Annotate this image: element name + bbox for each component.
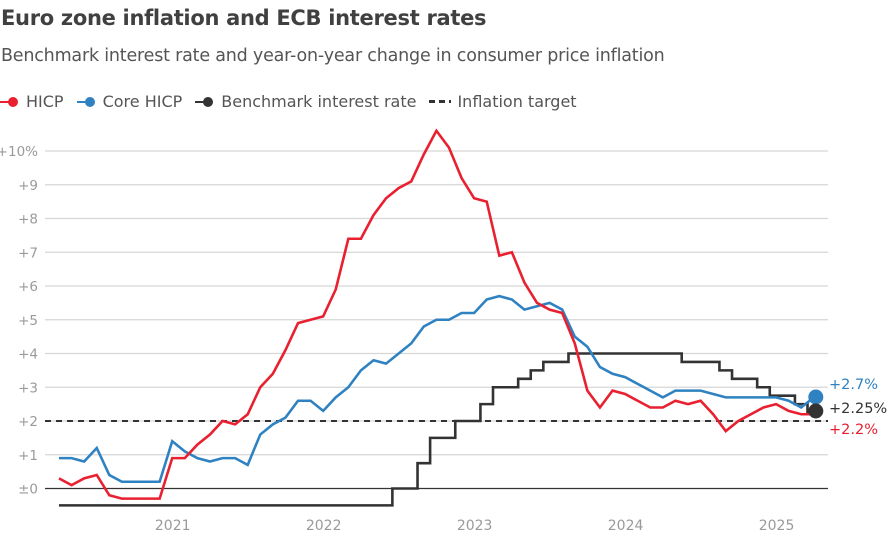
end-label-benchmark-interest-rate: +2.25% [829,401,887,417]
legend-swatch-core-hicp-icon [76,96,97,108]
y-tick-label: ±0 [18,482,38,498]
end-label-hicp: +2.2% [829,422,878,438]
chart-title: Euro zone inflation and ECB interest rat… [1,6,487,30]
end-label-core-hicp: +2.7% [829,377,878,393]
y-tick-label: +2 [18,414,38,430]
y-axis-labels: ±0 +1 +2 +3 +4 +5 +6 +7 +8 +9 +10% [0,144,38,498]
series-line-benchmark-interest-rate [59,352,814,507]
y-tick-label: +9 [18,178,38,194]
x-tick-label: 2024 [608,518,644,534]
legend-label-inflation-target: Inflation target [457,92,577,111]
end-labels: +2.7% +2.25% +2.2% [829,377,887,438]
y-tick-label: +1 [18,448,38,464]
legend-item-core-hicp: Core HICP [76,92,183,111]
x-axis-labels: 2021 2022 2023 2024 2025 [155,518,794,534]
series-lines [58,128,815,507]
y-tick-label: +10% [0,144,38,160]
end-marker-core-hicp [808,389,824,405]
legend-label-hicp: HICP [26,92,64,111]
y-tick-label: +7 [18,245,38,261]
y-tick-label: +5 [18,313,38,329]
legend-item-hicp: HICP [0,92,64,111]
legend-swatch-hicp-icon [0,96,20,108]
x-tick-label: 2025 [759,518,795,534]
series-line-core-hicp [59,294,815,484]
legend: HICP Core HICP Benchmark interest rate I… [0,92,590,111]
legend-label-benchmark-rate: Benchmark interest rate [221,92,417,111]
x-tick-label: 2022 [306,518,342,534]
legend-swatch-inflation-target-icon [429,100,452,103]
legend-swatch-benchmark-rate-icon [195,96,215,108]
y-tick-label: +4 [18,347,38,363]
x-tick-label: 2023 [457,518,493,534]
legend-item-inflation-target: Inflation target [429,92,577,111]
x-tick-label: 2021 [155,518,191,534]
chart-subtitle: Benchmark interest rate and year-on-year… [1,46,665,66]
y-tick-label: +6 [18,279,38,295]
end-markers [808,389,824,419]
end-marker-benchmark-interest-rate [808,403,824,419]
legend-label-core-hicp: Core HICP [102,92,183,111]
legend-item-benchmark-rate: Benchmark interest rate [195,92,416,111]
y-tick-label: +3 [18,380,38,396]
y-tick-label: +8 [18,212,38,228]
series-line-hicp [58,128,814,500]
gridlines [45,150,828,490]
